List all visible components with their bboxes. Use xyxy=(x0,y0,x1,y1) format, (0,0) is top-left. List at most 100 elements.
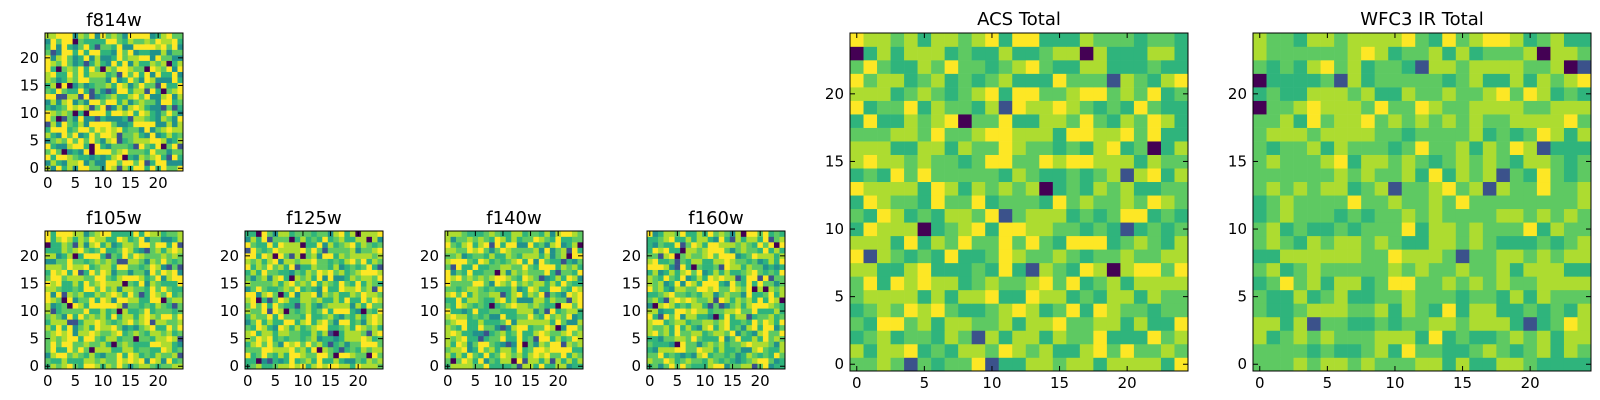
heatmap-cell xyxy=(647,352,653,359)
heatmap-cell xyxy=(768,247,775,254)
heatmap-cell xyxy=(566,253,573,259)
heatmap-cell xyxy=(1133,195,1148,210)
heatmap-cell xyxy=(149,66,156,72)
heatmap-cell xyxy=(1374,289,1389,304)
heatmap-cell xyxy=(267,319,273,326)
heatmap-cell xyxy=(718,247,725,254)
heatmap-cell xyxy=(89,93,95,100)
heatmap-cell xyxy=(155,357,162,364)
heatmap-cell xyxy=(155,297,162,304)
heatmap-cell xyxy=(1469,330,1484,345)
heatmap-cell xyxy=(377,236,384,243)
heatmap-cell xyxy=(338,236,345,243)
heatmap-cell xyxy=(149,121,156,128)
heatmap-cell xyxy=(127,291,134,298)
heatmap-cell xyxy=(527,313,534,320)
heatmap-cell xyxy=(1079,357,1094,372)
heatmap-cell xyxy=(511,231,518,237)
heatmap-cell xyxy=(718,280,725,287)
heatmap-cell xyxy=(1025,141,1040,155)
heatmap-cell xyxy=(1012,222,1027,237)
heatmap-cell xyxy=(685,247,692,254)
heatmap-cell xyxy=(94,154,101,161)
heatmap-cell xyxy=(1253,343,1267,358)
heatmap-cell xyxy=(500,308,507,315)
heatmap-cell xyxy=(735,335,742,342)
heatmap-cell xyxy=(144,302,151,309)
heatmap-cell xyxy=(166,55,173,61)
heatmap-cell xyxy=(149,275,156,281)
heatmap-cell xyxy=(456,264,462,270)
heatmap-cell xyxy=(305,242,312,248)
heatmap-cell xyxy=(768,286,775,293)
heatmap-cell xyxy=(560,346,567,353)
heatmap-cell xyxy=(105,253,112,259)
heatmap-cell xyxy=(478,357,484,364)
heatmap-cell xyxy=(768,269,775,276)
heatmap-cell xyxy=(483,319,490,326)
heatmap-cell xyxy=(111,297,118,304)
heatmap-cell xyxy=(272,330,279,337)
heatmap-cell xyxy=(355,302,362,309)
heatmap-cell xyxy=(116,352,123,359)
heatmap-cell xyxy=(50,121,57,128)
heatmap-cell xyxy=(166,341,173,348)
heatmap-cell xyxy=(1160,181,1175,196)
heatmap-cell xyxy=(1347,343,1362,358)
heatmap-cell xyxy=(1361,222,1375,237)
heatmap-cell xyxy=(338,308,345,315)
heatmap-cell xyxy=(1482,168,1497,183)
heatmap-cell xyxy=(50,154,57,161)
heatmap-cell xyxy=(500,280,507,287)
heatmap-cell xyxy=(67,93,73,100)
heatmap-cell xyxy=(283,231,290,237)
heatmap-cell xyxy=(177,236,184,243)
heatmap-cell xyxy=(985,208,1000,223)
heatmap-cell xyxy=(544,357,551,364)
heatmap-cell xyxy=(1550,289,1565,304)
heatmap-cell xyxy=(1347,100,1362,115)
heatmap-cell xyxy=(1133,343,1148,358)
heatmap-cell xyxy=(171,165,178,172)
heatmap-cell xyxy=(155,88,162,95)
heatmap-cell xyxy=(489,247,495,254)
heatmap-cell xyxy=(461,335,468,342)
heatmap-cell xyxy=(272,313,279,320)
heatmap-cell xyxy=(45,66,51,72)
heatmap-cell xyxy=(768,308,775,315)
heatmap-cell xyxy=(1025,168,1040,183)
heatmap-cell xyxy=(56,121,62,128)
heatmap-cell xyxy=(1266,60,1281,74)
heatmap-cell xyxy=(250,308,257,315)
heatmap-cell xyxy=(1174,141,1189,155)
heatmap-cell xyxy=(50,231,57,237)
heatmap-cell xyxy=(560,253,567,259)
heatmap-cell xyxy=(149,297,156,304)
heatmap-cell xyxy=(1133,168,1148,183)
heatmap-cell xyxy=(762,280,769,287)
heatmap-cell xyxy=(1536,168,1551,183)
heatmap-cell xyxy=(138,319,145,326)
heatmap-cell xyxy=(533,313,540,320)
heatmap-cell xyxy=(735,330,742,337)
heatmap-cell xyxy=(1388,100,1403,115)
heatmap-cell xyxy=(155,60,162,67)
heatmap-cell xyxy=(762,297,769,304)
heatmap-cell xyxy=(652,319,659,326)
heatmap-cell xyxy=(1039,262,1054,277)
heatmap-cell xyxy=(472,302,479,309)
heatmap-cell xyxy=(61,88,68,95)
heatmap-cell xyxy=(377,297,384,304)
heatmap-cell xyxy=(1320,87,1335,101)
heatmap-cell xyxy=(850,60,864,74)
heatmap-cell xyxy=(944,100,959,115)
heatmap-cell xyxy=(272,302,279,309)
heatmap-cell xyxy=(366,253,373,259)
heatmap-cell xyxy=(360,313,367,320)
heatmap-cell xyxy=(1536,222,1551,237)
heatmap-cell xyxy=(533,269,540,276)
heatmap-cell xyxy=(877,343,891,358)
heatmap-cell xyxy=(555,275,562,281)
heatmap-cell xyxy=(1052,303,1067,318)
heatmap-cell xyxy=(577,291,584,298)
